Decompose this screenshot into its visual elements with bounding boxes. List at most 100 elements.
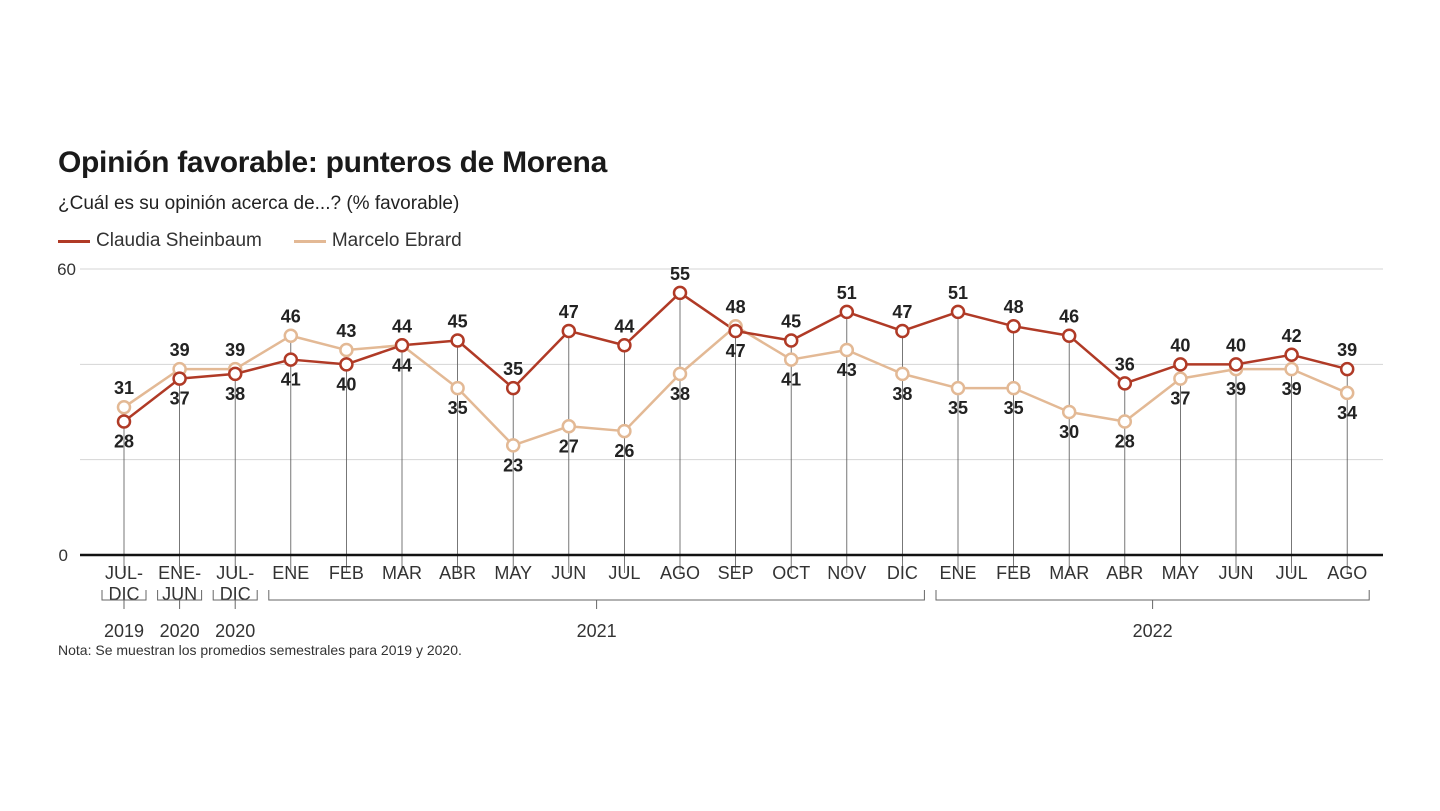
year-label: 2021 bbox=[577, 621, 617, 641]
x-tick-label: MAR bbox=[382, 563, 422, 583]
data-point bbox=[1339, 361, 1355, 377]
data-point bbox=[1117, 376, 1133, 391]
x-tick-label: JUN bbox=[551, 563, 586, 583]
x-tick-label: DIC bbox=[109, 584, 140, 604]
data-label: 51 bbox=[837, 283, 857, 303]
x-tick-label: MAR bbox=[1049, 563, 1089, 583]
x-tick-label: FEB bbox=[329, 563, 364, 583]
data-label: 35 bbox=[503, 359, 523, 379]
year-label: 2020 bbox=[160, 621, 200, 641]
data-point bbox=[283, 328, 299, 343]
x-tick-label: MAY bbox=[1162, 563, 1200, 583]
data-point bbox=[617, 338, 632, 353]
data-point bbox=[394, 338, 410, 353]
x-tick-label: JUL bbox=[608, 563, 640, 583]
year-bracket bbox=[268, 590, 925, 601]
x-tick-label: AGO bbox=[1327, 563, 1367, 583]
data-label: 47 bbox=[559, 302, 579, 322]
data-label: 39 bbox=[225, 340, 245, 360]
data-label: 47 bbox=[892, 302, 912, 322]
data-point bbox=[1061, 328, 1077, 343]
data-point bbox=[1228, 357, 1244, 372]
data-point bbox=[116, 399, 132, 415]
data-point bbox=[895, 366, 910, 382]
data-label: 37 bbox=[170, 389, 190, 409]
data-point bbox=[617, 423, 632, 439]
data-point bbox=[172, 371, 187, 386]
year-label: 2022 bbox=[1133, 621, 1173, 641]
data-point bbox=[339, 342, 354, 358]
data-point bbox=[227, 366, 243, 382]
data-label: 39 bbox=[1337, 340, 1357, 360]
data-point bbox=[1339, 385, 1355, 401]
data-point bbox=[1173, 357, 1188, 372]
data-label: 28 bbox=[1115, 432, 1135, 452]
legend-label-ebrard: Marcelo Ebrard bbox=[331, 230, 462, 251]
data-label: 35 bbox=[448, 398, 468, 418]
year-label: 2019 bbox=[104, 621, 144, 641]
data-point bbox=[1284, 361, 1299, 377]
x-tick-label: FEB bbox=[996, 563, 1031, 583]
data-label: 46 bbox=[281, 307, 301, 327]
data-point bbox=[783, 352, 799, 367]
data-label: 46 bbox=[1059, 307, 1079, 327]
data-point bbox=[339, 357, 354, 372]
legend-swatch-sheinbaum bbox=[58, 239, 90, 243]
data-point bbox=[1117, 414, 1133, 429]
data-point bbox=[505, 380, 521, 396]
data-label: 38 bbox=[225, 384, 245, 404]
data-label: 28 bbox=[114, 432, 134, 452]
data-label: 40 bbox=[336, 374, 356, 394]
chart-note: Nota: Se muestran los promedios semestra… bbox=[58, 642, 462, 658]
data-label: 43 bbox=[336, 321, 356, 341]
data-label: 43 bbox=[837, 360, 857, 380]
data-label: 26 bbox=[614, 441, 634, 461]
data-point bbox=[783, 333, 799, 348]
data-label: 44 bbox=[392, 316, 412, 336]
data-label: 38 bbox=[670, 384, 690, 404]
data-label: 30 bbox=[1059, 422, 1079, 442]
data-point bbox=[450, 380, 465, 396]
data-point bbox=[672, 285, 688, 301]
data-label: 45 bbox=[781, 312, 801, 332]
data-label: 39 bbox=[1226, 379, 1246, 399]
data-label: 48 bbox=[726, 297, 746, 317]
data-point bbox=[1061, 404, 1077, 420]
data-point bbox=[839, 304, 855, 320]
data-point bbox=[950, 304, 966, 320]
x-tick-label: ABR bbox=[1106, 563, 1143, 583]
x-tick-label: MAY bbox=[494, 563, 532, 583]
x-tick-label: JUN bbox=[162, 584, 197, 604]
data-label: 35 bbox=[948, 398, 968, 418]
x-tick-label: JUN bbox=[1219, 563, 1254, 583]
data-label: 34 bbox=[1337, 403, 1357, 423]
data-label: 42 bbox=[1282, 326, 1302, 346]
data-label: 31 bbox=[114, 378, 134, 398]
year-bracket bbox=[935, 590, 1370, 601]
data-label: 41 bbox=[281, 370, 301, 390]
data-label: 39 bbox=[170, 340, 190, 360]
x-tick-label: ABR bbox=[439, 563, 476, 583]
x-tick-label: ENE bbox=[272, 563, 309, 583]
data-point bbox=[672, 366, 688, 382]
data-point bbox=[283, 352, 299, 367]
data-label: 37 bbox=[1170, 389, 1190, 409]
data-label: 40 bbox=[1170, 335, 1190, 355]
data-point bbox=[116, 414, 132, 429]
x-tick-label: JUL- bbox=[105, 563, 143, 583]
chart-subtitle: ¿Cuál es su opinión acerca de...? (% fav… bbox=[58, 193, 460, 214]
data-label: 41 bbox=[781, 370, 801, 390]
data-point bbox=[950, 380, 966, 396]
y-tick-label: 0 bbox=[59, 546, 68, 565]
data-point bbox=[561, 419, 577, 434]
data-point bbox=[728, 323, 743, 339]
data-label: 40 bbox=[1226, 335, 1246, 355]
data-label: 38 bbox=[892, 384, 912, 404]
x-tick-label: ENE bbox=[939, 563, 976, 583]
data-label: 23 bbox=[503, 455, 523, 475]
x-tick-label: SEP bbox=[718, 563, 754, 583]
legend-label-sheinbaum: Claudia Sheinbaum bbox=[96, 230, 262, 251]
legend-item-ebrard: Marcelo Ebrard bbox=[293, 230, 462, 252]
data-point bbox=[1006, 380, 1021, 396]
